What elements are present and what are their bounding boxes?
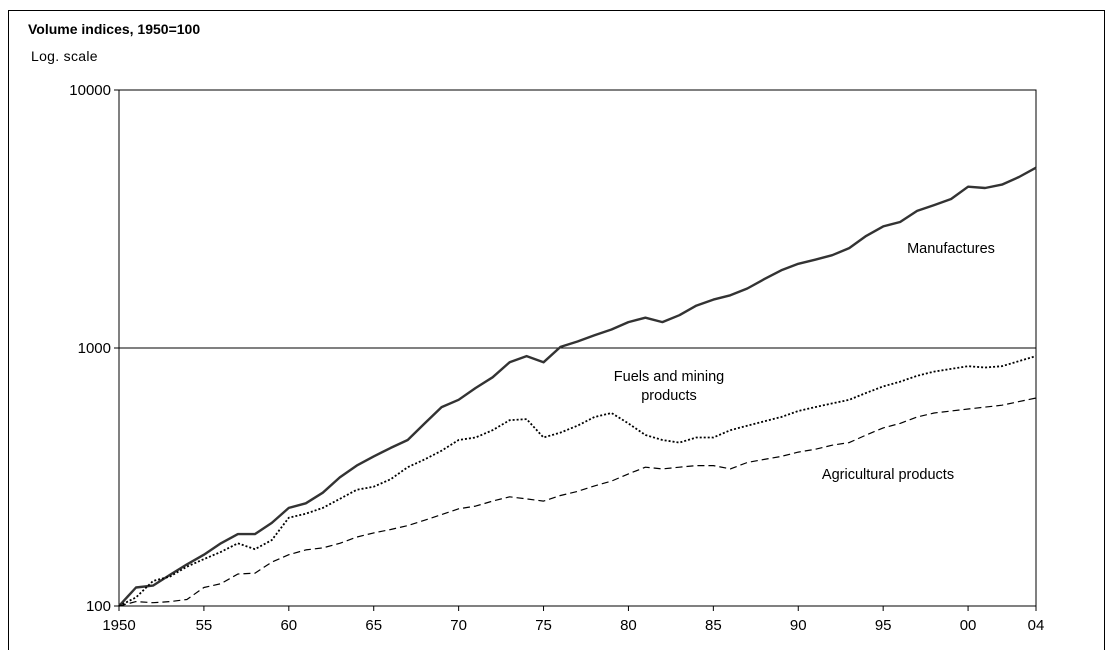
series-lines (118, 166, 1037, 607)
x-tick-label: 1950 (102, 617, 135, 634)
series-label-agricultural: Agricultural products (822, 467, 954, 483)
series-line-fuels (118, 355, 1037, 607)
series-label-line: products (641, 388, 697, 404)
x-tick-label: 75 (535, 617, 552, 634)
x-tick-label: 85 (705, 617, 722, 634)
y-tick-label: 1000 (78, 340, 111, 357)
y-axis-ticks: 100 1000 10000 (69, 82, 119, 615)
series-label-line: Fuels and mining (614, 369, 724, 385)
y-tick-label: 100 (86, 598, 111, 615)
x-tick-label: 04 (1028, 617, 1045, 634)
x-tick-label: 95 (875, 617, 892, 634)
series-labels: Manufactures Fuels and mining products Agri… (614, 241, 995, 483)
x-tick-label: 00 (960, 617, 977, 634)
chart-subtitle: Log. scale (31, 48, 98, 64)
x-tick-label: 65 (365, 617, 382, 634)
x-tick-label: 70 (450, 617, 467, 634)
x-axis-ticks: 1950 55 60 65 70 75 80 85 90 95 00 04 (102, 606, 1044, 634)
series-line-manufactures (118, 166, 1037, 607)
series-label-line: Agricultural products (822, 467, 954, 483)
chart-frame (8, 10, 1105, 650)
series-label-line: Manufactures (907, 241, 995, 257)
x-tick-label: 55 (196, 617, 213, 634)
series-line-agricultural (118, 397, 1037, 607)
chart-title: Volume indices, 1950=100 (28, 21, 201, 37)
y-tick-label: 10000 (69, 82, 111, 99)
series-label-manufactures: Manufactures (907, 241, 995, 257)
x-tick-label: 90 (790, 617, 807, 634)
x-tick-label: 60 (280, 617, 297, 634)
x-tick-label: 80 (620, 617, 637, 634)
series-label-fuels: Fuels and mining products (614, 369, 724, 404)
